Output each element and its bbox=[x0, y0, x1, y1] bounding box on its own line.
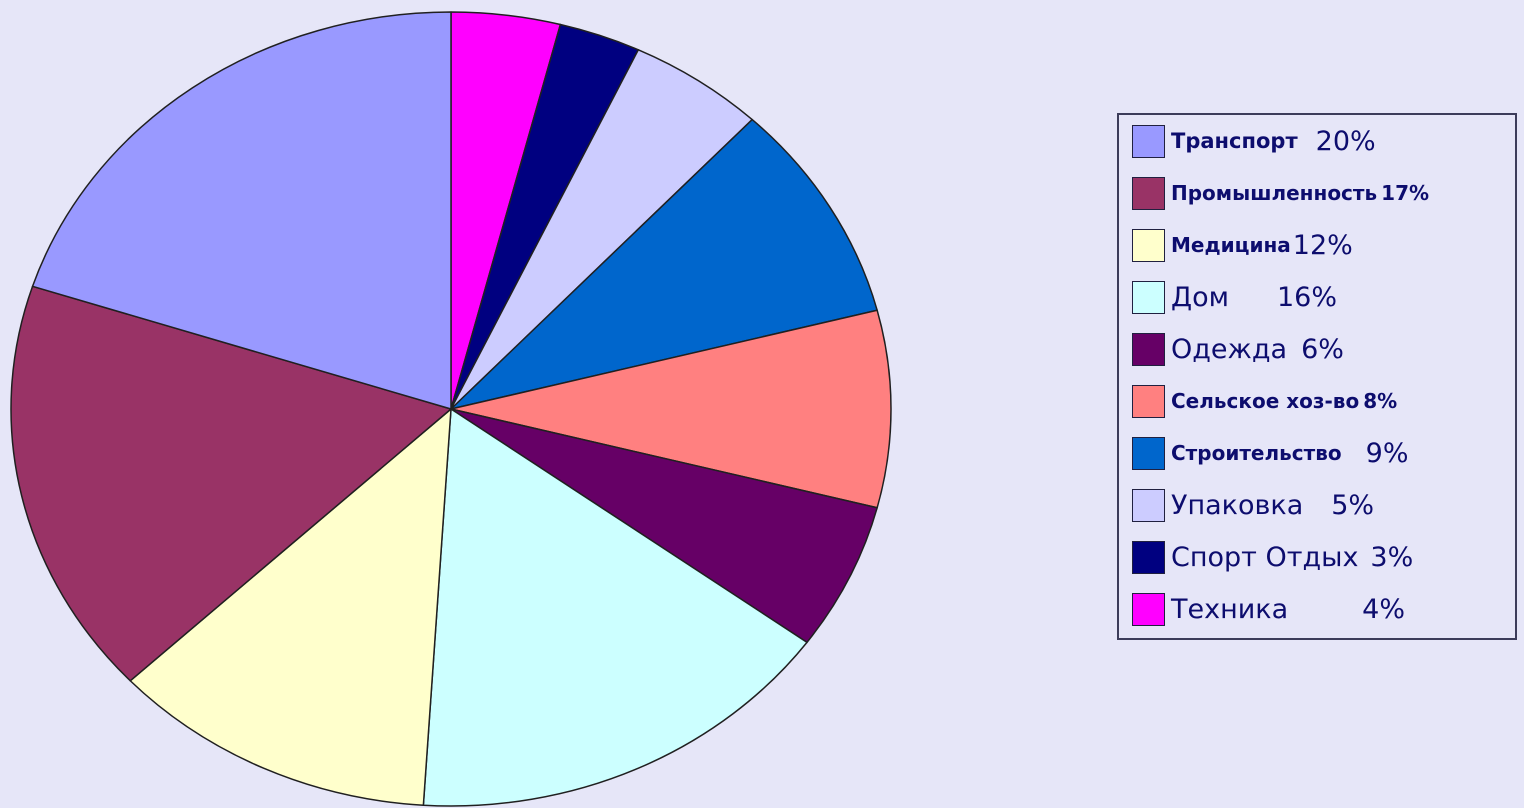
legend-percent: 8% bbox=[1363, 389, 1398, 413]
pie-slice-7 bbox=[422, 408, 808, 807]
legend-swatch bbox=[1132, 384, 1165, 418]
legend-item: Медицина 12% bbox=[1132, 225, 1353, 265]
legend-item: Промышленность 17% bbox=[1132, 173, 1429, 213]
legend-swatch bbox=[1132, 436, 1165, 470]
legend-swatch bbox=[1132, 592, 1165, 626]
legend-item: Транспорт 20% bbox=[1132, 121, 1376, 161]
legend-swatch bbox=[1132, 176, 1165, 210]
legend-swatch bbox=[1132, 124, 1165, 158]
legend-item: Строительство 9% bbox=[1132, 433, 1408, 473]
legend-item: Техника 4% bbox=[1132, 589, 1405, 629]
legend-percent: 6% bbox=[1301, 333, 1344, 365]
pie-slice-9 bbox=[10, 285, 452, 682]
legend-percent: 20% bbox=[1315, 125, 1376, 157]
legend-percent: 3% bbox=[1370, 541, 1414, 573]
legend-item: Упаковка 5% bbox=[1132, 485, 1374, 525]
legend-swatch bbox=[1132, 488, 1165, 522]
pie-chart bbox=[10, 11, 892, 807]
legend-label: Транспорт bbox=[1171, 129, 1298, 153]
legend-percent: 9% bbox=[1365, 437, 1409, 469]
legend-percent: 4% bbox=[1362, 593, 1405, 625]
legend-percent: 12% bbox=[1292, 229, 1353, 261]
legend-label: Дом bbox=[1171, 281, 1229, 313]
legend-swatch bbox=[1132, 280, 1165, 314]
legend-label: Упаковка bbox=[1171, 489, 1304, 521]
legend-label: Спорт Отдых bbox=[1171, 541, 1359, 573]
legend-item: Сельское хоз-во 8% bbox=[1132, 381, 1397, 421]
legend-item: Дом 16% bbox=[1132, 277, 1337, 317]
pie-slice-10 bbox=[31, 11, 452, 410]
pie-slice-4 bbox=[450, 118, 878, 410]
legend-label: Техника bbox=[1171, 593, 1289, 625]
legend-item: Спорт Отдых 3% bbox=[1132, 537, 1413, 577]
pie-slice-5 bbox=[450, 309, 892, 509]
legend-label: Одежда bbox=[1171, 333, 1288, 365]
pie-slice-8 bbox=[129, 408, 452, 806]
legend-swatch bbox=[1132, 228, 1165, 262]
legend-swatch bbox=[1132, 332, 1165, 366]
chart-legend: Транспорт 20% Промышленность 17% Медицина 12%… bbox=[1117, 113, 1517, 640]
legend-item: Одежда 6% bbox=[1132, 329, 1344, 369]
legend-swatch bbox=[1132, 540, 1165, 574]
legend-label: Медицина bbox=[1171, 233, 1291, 257]
legend-percent: 16% bbox=[1276, 281, 1337, 313]
legend-percent: 17% bbox=[1381, 181, 1430, 205]
legend-percent: 5% bbox=[1331, 489, 1375, 521]
legend-label: Сельское хоз-во bbox=[1171, 389, 1360, 413]
legend-label: Промышленность bbox=[1171, 181, 1378, 205]
legend-label: Строительство bbox=[1171, 441, 1342, 465]
pie-slice-6 bbox=[450, 408, 878, 644]
